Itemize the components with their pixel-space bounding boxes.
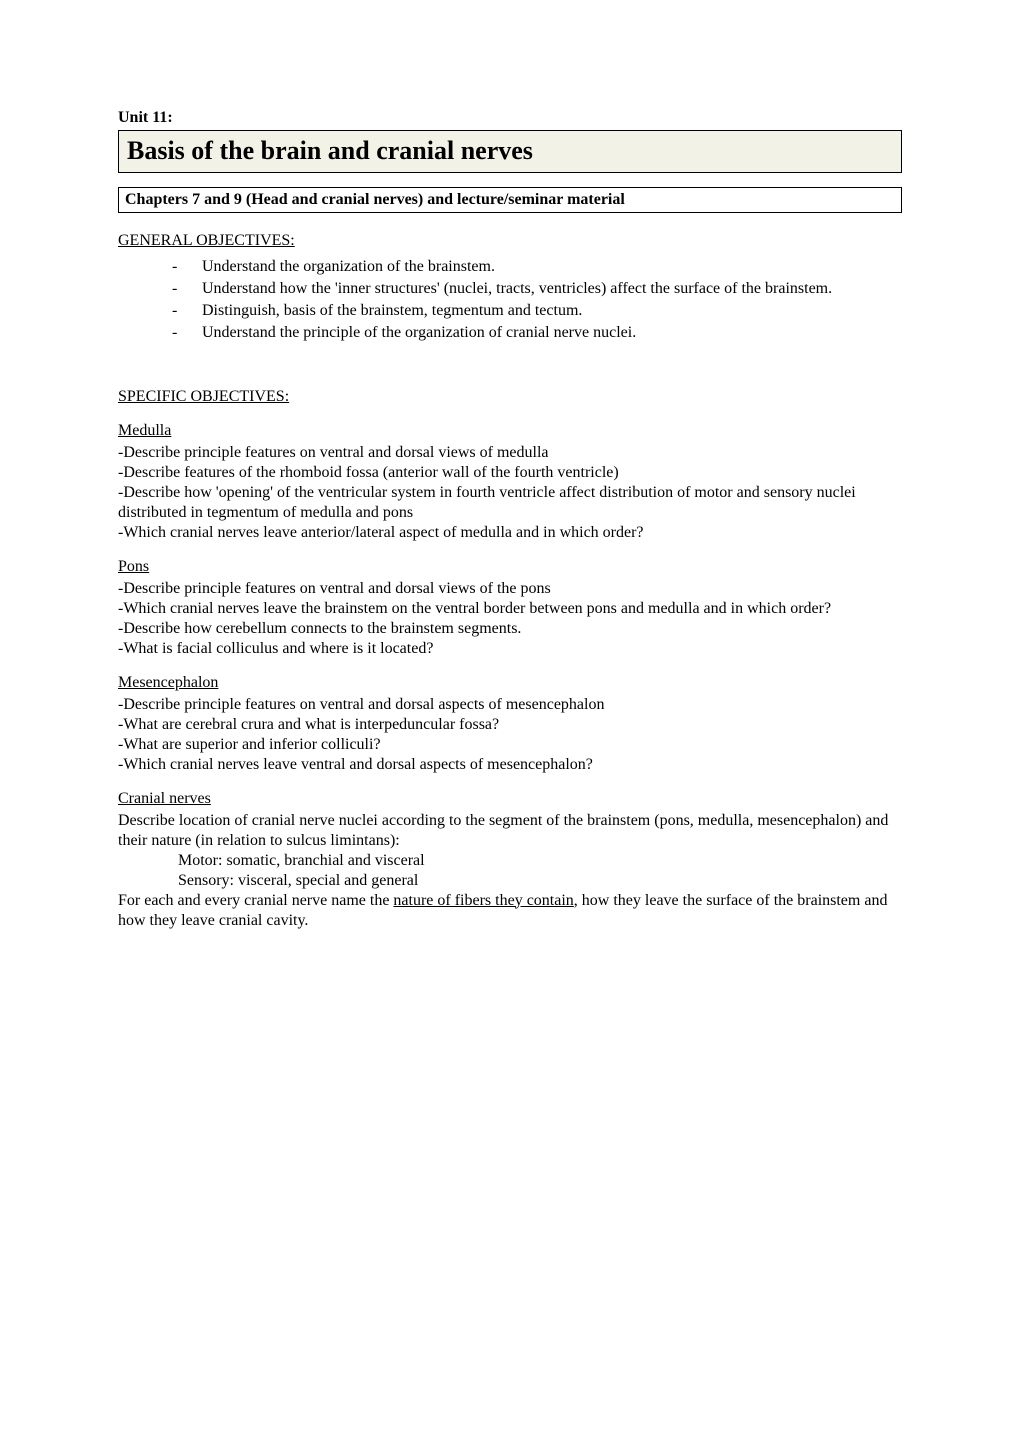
medulla-item: -Describe features of the rhomboid fossa…: [118, 463, 902, 483]
document-title: Basis of the brain and cranial nerves: [127, 135, 893, 168]
specific-objectives-heading: SPECIFIC OBJECTIVES:: [118, 387, 902, 407]
list-item: Understand how the 'inner structures' (n…: [172, 279, 902, 299]
medulla-item: -Which cranial nerves leave anterior/lat…: [118, 523, 902, 543]
pons-heading: Pons: [118, 557, 902, 577]
cranial-nerves-indented: Sensory: visceral, special and general: [118, 871, 902, 891]
chapter-reference-text: Chapters 7 and 9 (Head and cranial nerve…: [125, 191, 625, 208]
pons-item: -Which cranial nerves leave the brainste…: [118, 599, 902, 619]
list-item: Distinguish, basis of the brainstem, teg…: [172, 301, 902, 321]
mesencephalon-item: -What are cerebral crura and what is int…: [118, 715, 902, 735]
pons-item: -Describe how cerebellum connects to the…: [118, 619, 902, 639]
mesencephalon-item: -What are superior and inferior collicul…: [118, 735, 902, 755]
cranial-nerves-final: For each and every cranial nerve name th…: [118, 891, 902, 931]
list-item: Understand the organization of the brain…: [172, 257, 902, 277]
general-objectives-heading: GENERAL OBJECTIVES:: [118, 231, 902, 251]
unit-label: Unit 11:: [118, 108, 902, 128]
mesencephalon-heading: Mesencephalon: [118, 673, 902, 693]
cranial-nerves-intro: Describe location of cranial nerve nucle…: [118, 811, 902, 851]
pons-item: -Describe principle features on ventral …: [118, 579, 902, 599]
title-box: Basis of the brain and cranial nerves: [118, 130, 902, 173]
general-objectives-list: Understand the organization of the brain…: [118, 257, 902, 343]
medulla-item: -Describe how 'opening' of the ventricul…: [118, 483, 902, 523]
medulla-heading: Medulla: [118, 421, 902, 441]
cranial-nerves-indented: Motor: somatic, branchial and visceral: [118, 851, 902, 871]
chapter-reference-box: Chapters 7 and 9 (Head and cranial nerve…: [118, 187, 902, 213]
final-underlined: nature of fibers they contain: [393, 892, 573, 909]
mesencephalon-item: -Describe principle features on ventral …: [118, 695, 902, 715]
final-prefix: For each and every cranial nerve name th…: [118, 892, 393, 909]
list-item: Understand the principle of the organiza…: [172, 323, 902, 343]
cranial-nerves-heading: Cranial nerves: [118, 789, 902, 809]
medulla-item: -Describe principle features on ventral …: [118, 443, 902, 463]
pons-item: -What is facial colliculus and where is …: [118, 639, 902, 659]
mesencephalon-item: -Which cranial nerves leave ventral and …: [118, 755, 902, 775]
